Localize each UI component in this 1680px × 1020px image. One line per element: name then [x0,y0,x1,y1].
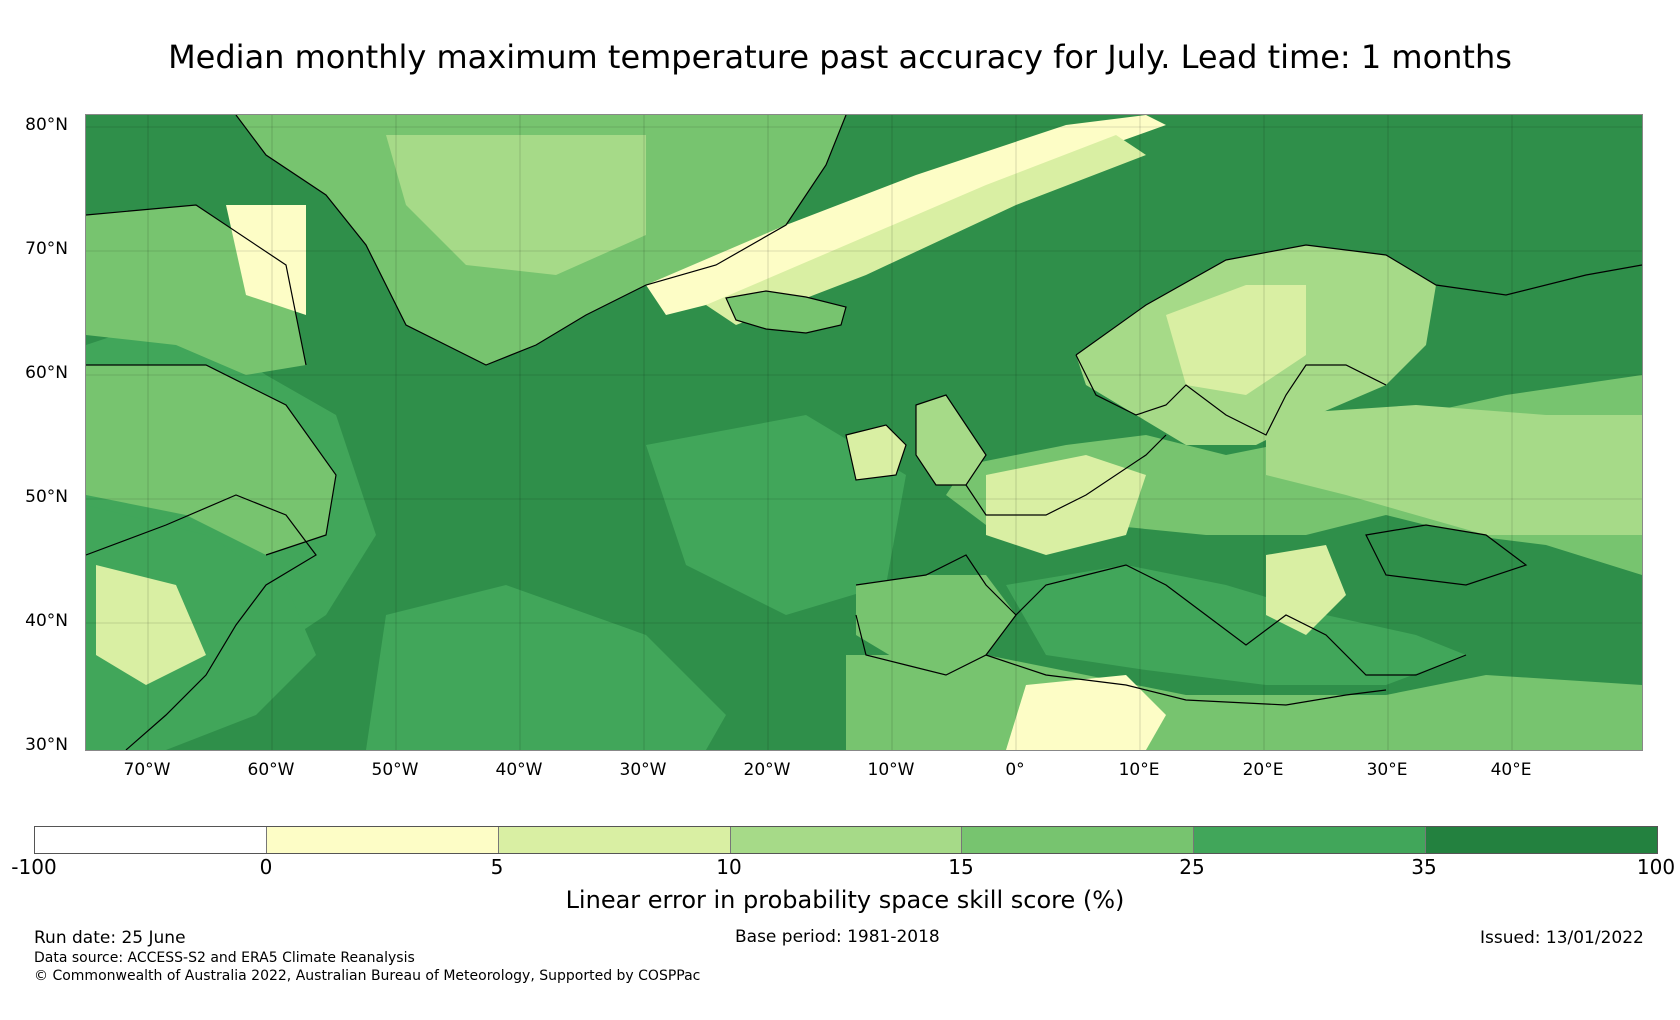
scandinavia-light [1166,285,1306,395]
black-sea [1366,525,1526,585]
great-britain [916,395,986,485]
coastlines [86,115,1642,750]
arctic-band-edge [706,135,1146,325]
lat-label-70n: 70°N [25,239,68,259]
colorbar-segment-5-10 [498,827,731,853]
balkans-light [1266,545,1346,635]
issued-date: Issued: 13/01/2022 [1480,928,1644,948]
colorbar-label: Linear error in probability space skill … [565,886,1125,914]
ireland [846,425,906,480]
ocean-patch-mid [646,415,906,615]
labrador [86,365,336,555]
lon-label-10w: 10°W [867,760,915,780]
iceland [726,291,846,333]
colorbar-tick-5: 5 [490,855,504,879]
colorbar-tick-15: 15 [948,855,974,879]
lon-label-40w: 40°W [495,760,543,780]
colorbar-segment-10-15 [730,827,963,853]
data-source: Data source: ACCESS-S2 and ERA5 Climate … [34,950,415,966]
iberia [856,575,1016,665]
lon-label-70w: 70°W [123,760,171,780]
lon-label-30e: 30°E [1366,760,1408,780]
lon-label-60w: 60°W [247,760,295,780]
copyright: © Commonwealth of Australia 2022, Austra… [34,968,701,984]
skill-score-map [85,114,1643,751]
chart-title: Median monthly maximum temperature past … [168,38,1512,76]
base-period: Base period: 1981-2018 [735,927,940,947]
lat-label-30n: 30°N [25,735,68,755]
colorbar-tick-35: 35 [1411,855,1437,879]
sahara-light [1006,675,1166,750]
ocean-patch-south [366,585,726,750]
greenland-interior [386,135,646,275]
lon-label-20w: 20°W [743,760,791,780]
colorbar-tick-0: 0 [259,855,273,879]
graticule [86,115,1642,750]
colorbar-segment-neg100-0 [35,827,267,853]
lon-label-50w: 50°W [371,760,419,780]
colorbar-segment-0-5 [266,827,499,853]
lon-label-0: 0° [1005,760,1025,780]
colorbar-tick-10: 10 [716,855,742,879]
colorbar-tick-100: 100 [1636,855,1676,879]
north-america-light [96,565,206,685]
lon-label-10e: 10°E [1118,760,1160,780]
arctic-low-skill-band [646,115,1166,315]
lat-label-50n: 50°N [25,487,68,507]
colorbar-segment-35-100 [1426,827,1658,853]
colorbar-tick-neg100: -100 [11,855,57,879]
north-america-east [86,505,316,750]
map-canvas [86,115,1642,750]
baffin-light [226,205,306,315]
colorbar [34,826,1658,854]
colorbar-tick-25: 25 [1179,855,1205,879]
run-date: Run date: 25 June [34,928,186,948]
lat-label-60n: 60°N [25,363,68,383]
colorbar-segment-15-25 [962,827,1195,853]
eastern-europe [1266,405,1642,535]
colorbar-segment-25-35 [1194,827,1427,853]
lat-label-40n: 40°N [25,611,68,631]
lon-label-40e: 40°E [1490,760,1532,780]
lon-label-30w: 30°W [619,760,667,780]
mediterranean-sea [1006,565,1466,685]
lat-label-80n: 80°N [25,115,68,135]
lon-label-20e: 20°E [1242,760,1284,780]
